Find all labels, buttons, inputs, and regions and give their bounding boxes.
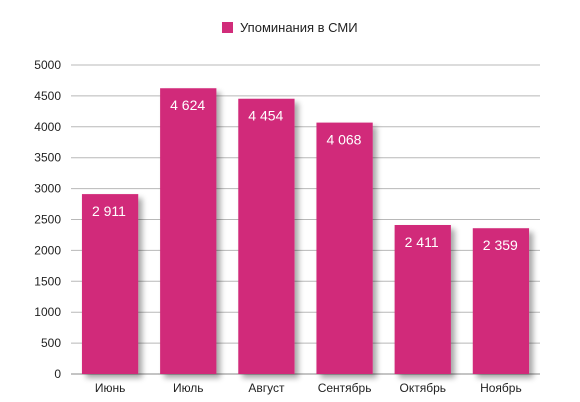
bar <box>238 98 295 374</box>
y-tick-label: 0 <box>54 367 61 381</box>
y-tick-label: 1500 <box>34 274 61 288</box>
x-tick-label: Июнь <box>95 381 126 395</box>
data-label: 4 624 <box>170 97 205 113</box>
y-tick-label: 3500 <box>34 151 61 165</box>
x-tick-label: Август <box>248 381 285 395</box>
y-tick-label: 2000 <box>34 243 61 257</box>
x-tick-label: Ноябрь <box>480 381 522 395</box>
x-tick-label: Июль <box>173 381 204 395</box>
y-tick-label: 4500 <box>34 89 61 103</box>
y-tick-label: 2500 <box>34 213 61 227</box>
legend-label: Упоминания в СМИ <box>240 19 358 35</box>
bar <box>394 225 451 374</box>
y-tick-label: 1000 <box>34 305 61 319</box>
data-label: 2 911 <box>92 203 126 219</box>
data-label: 4 068 <box>326 132 361 148</box>
data-label: 2 359 <box>483 237 518 253</box>
data-label: 4 454 <box>248 108 283 124</box>
bar <box>160 88 217 374</box>
bar <box>316 122 373 375</box>
y-tick-label: 3000 <box>34 182 61 196</box>
bar <box>472 228 530 374</box>
x-tick-label: Октябрь <box>399 381 446 395</box>
y-tick-label: 5000 <box>34 58 61 72</box>
bar <box>81 194 139 374</box>
y-tick-label: 4000 <box>34 120 61 134</box>
legend-swatch <box>222 21 233 33</box>
legend: Упоминания в СМИ <box>222 18 358 36</box>
y-tick-label: 500 <box>41 336 61 350</box>
data-label: 2 411 <box>405 234 439 250</box>
x-tick-label: Сентябрь <box>318 381 372 395</box>
